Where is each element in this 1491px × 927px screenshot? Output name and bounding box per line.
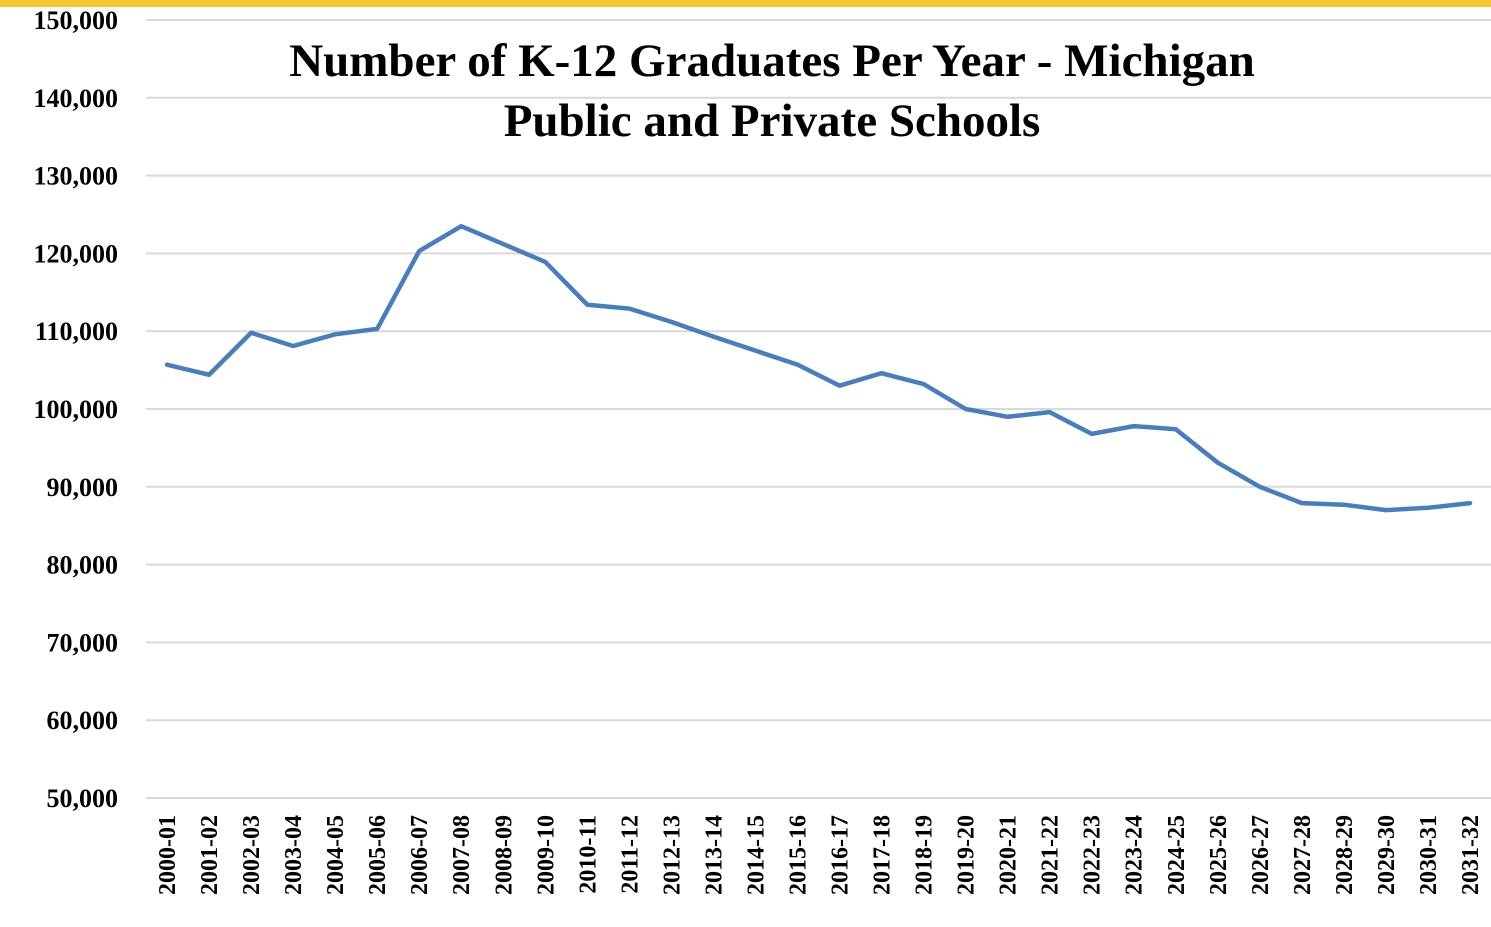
- chart-title: Public and Private Schools: [504, 95, 1041, 147]
- x-tick-label: 2007-08: [449, 815, 475, 895]
- x-tick-label: 2004-05: [323, 815, 349, 895]
- y-tick-label: 50,000: [47, 784, 119, 813]
- x-tick-label: 2016-17: [828, 815, 854, 895]
- y-tick-label: 100,000: [34, 395, 119, 424]
- y-tick-label: 110,000: [35, 317, 118, 346]
- top-bar: [0, 0, 1491, 7]
- x-tick-label: 2019-20: [954, 815, 980, 895]
- x-tick-label: 2012-13: [659, 815, 685, 895]
- x-tick-label: 2015-16: [785, 815, 811, 895]
- x-tick-label: 2014-15: [743, 815, 769, 895]
- x-tick-label: 2000-01: [155, 815, 181, 895]
- x-tick-label: 2027-28: [1290, 815, 1316, 895]
- x-tick-label: 2013-14: [701, 815, 727, 895]
- x-tick-label: 2010-11: [575, 815, 601, 894]
- x-tick-label: 2018-19: [912, 815, 938, 895]
- x-tick-label: 2025-26: [1206, 815, 1232, 895]
- x-tick-label: 2022-23: [1080, 815, 1106, 895]
- y-tick-label: 130,000: [34, 162, 119, 191]
- y-tick-label: 80,000: [47, 551, 119, 580]
- y-tick-label: 60,000: [47, 706, 119, 735]
- x-tick-label: 2009-10: [533, 815, 559, 895]
- y-tick-label: 70,000: [47, 628, 119, 657]
- x-tick-label: 2024-25: [1164, 815, 1190, 895]
- x-tick-label: 2008-09: [491, 815, 517, 895]
- x-tick-label: 2001-02: [197, 815, 223, 895]
- x-tick-label: 2028-29: [1332, 815, 1358, 895]
- x-tick-label: 2005-06: [365, 815, 391, 895]
- x-tick-label: 2017-18: [870, 815, 896, 895]
- y-tick-label: 90,000: [47, 473, 119, 502]
- x-tick-label: 2003-04: [281, 815, 307, 895]
- y-tick-label: 150,000: [34, 6, 119, 35]
- y-tick-label: 140,000: [34, 84, 119, 113]
- x-tick-label: 2031-32: [1458, 815, 1484, 895]
- x-tick-label: 2023-24: [1122, 815, 1148, 895]
- x-tick-label: 2006-07: [407, 815, 433, 895]
- chart-title: Number of K-12 Graduates Per Year - Mich…: [289, 35, 1255, 87]
- x-tick-label: 2011-12: [617, 815, 643, 894]
- x-tick-label: 2029-30: [1374, 815, 1400, 895]
- x-tick-label: 2026-27: [1248, 815, 1274, 895]
- x-tick-label: 2030-31: [1416, 815, 1442, 895]
- x-tick-label: 2002-03: [239, 815, 265, 895]
- data-line: [164, 223, 1473, 513]
- x-tick-label: 2020-21: [996, 815, 1022, 895]
- x-tick-label: 2021-22: [1038, 815, 1064, 895]
- y-tick-label: 120,000: [34, 239, 119, 268]
